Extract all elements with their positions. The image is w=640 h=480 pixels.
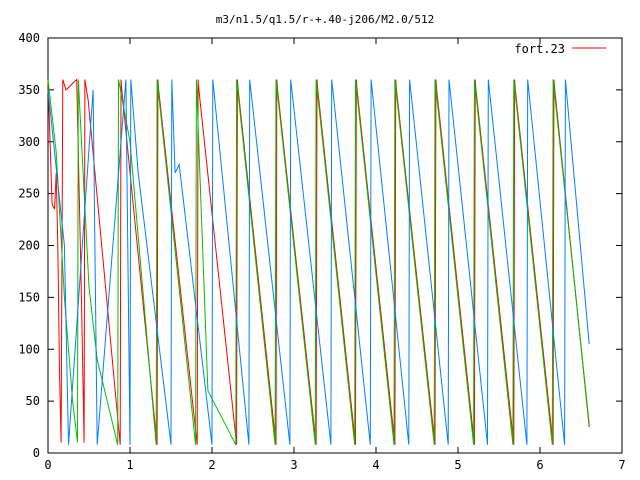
x-tick-label: 7 [618, 458, 625, 472]
y-tick-label: 100 [18, 342, 40, 356]
series-layer [47, 78, 590, 445]
x-tick-label: 6 [536, 458, 543, 472]
x-tick-label: 2 [208, 458, 215, 472]
series-line-1 [47, 79, 590, 445]
series-line-2 [47, 79, 590, 445]
x-tick-label: 0 [44, 458, 51, 472]
y-tick-label: 0 [33, 446, 40, 460]
y-axis: 0 50 100 150 200 250 300 350 400 [18, 31, 622, 460]
y-tick-label: 400 [18, 31, 40, 45]
y-tick-label: 50 [26, 394, 40, 408]
x-tick-label: 4 [372, 458, 379, 472]
x-tick-label: 1 [126, 458, 133, 472]
y-tick-label: 200 [18, 239, 40, 253]
y-tick-label: 300 [18, 135, 40, 149]
y-tick-label: 150 [18, 290, 40, 304]
y-tick-label: 350 [18, 83, 40, 97]
y-tick-label: 250 [18, 187, 40, 201]
chart-title: m3/n1.5/q1.5/r-+.40-j206/M2.0/512 [216, 13, 435, 26]
legend: fort.23 [514, 42, 606, 56]
x-tick-label: 3 [290, 458, 297, 472]
x-axis: 0 1 2 3 4 5 6 7 [44, 38, 626, 472]
x-tick-label: 5 [454, 458, 461, 472]
legend-label-fort-23: fort.23 [514, 42, 565, 56]
